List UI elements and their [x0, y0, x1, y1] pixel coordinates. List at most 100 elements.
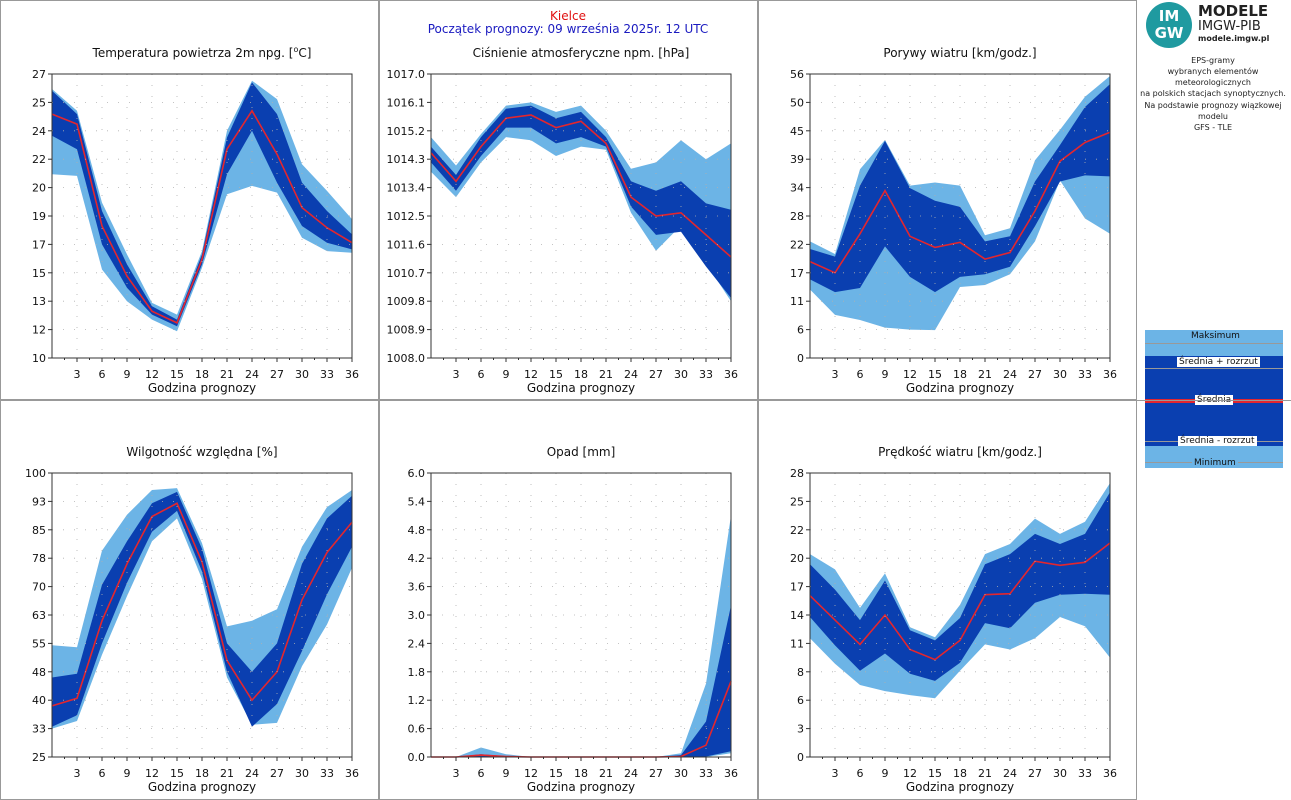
- y-tick-label: 55: [32, 637, 46, 650]
- y-tick-label: 0.0: [408, 751, 426, 764]
- logo-subtitle: IMGW-PIB: [1198, 19, 1261, 34]
- x-tick-label: 24: [1003, 767, 1017, 780]
- y-tick-label: 17: [790, 267, 804, 280]
- chart-precip: Opad [mm] 0.0 0.6 1.2 1.8 2.4 3.0 3.6 4.2 4.8 5.4 6…: [408, 445, 739, 794]
- y-tick-label: 48: [32, 666, 46, 679]
- y-tick-label: 45: [790, 125, 804, 138]
- y-tick-label: 1011.6: [387, 238, 426, 251]
- x-axis-label: Godzina prognozy: [906, 780, 1014, 794]
- x-tick-label: 27: [270, 767, 284, 780]
- x-tick-label: 12: [145, 368, 159, 381]
- spread-band: [52, 82, 352, 327]
- y-tick-label: 8: [797, 666, 804, 679]
- y-tick-label: 0.6: [408, 723, 426, 736]
- x-tick-label: 33: [1078, 368, 1092, 381]
- y-tick-label: 39: [790, 153, 804, 166]
- y-tick-label: 2.4: [408, 637, 426, 650]
- y-tick-label: 12: [32, 324, 46, 337]
- description-line: EPS-gramy: [1191, 56, 1235, 65]
- x-tick-label: 30: [295, 767, 309, 780]
- x-tick-label: 12: [903, 767, 917, 780]
- x-tick-label: 6: [99, 368, 106, 381]
- x-tick-label: 30: [295, 368, 309, 381]
- x-tick-label: 15: [549, 368, 563, 381]
- mean-line: [809, 542, 1111, 661]
- chart-title: Temperatura powietrza 2m npg. [oC]: [92, 45, 312, 60]
- description-line: na polskich stacjach synoptycznych.: [1140, 89, 1286, 98]
- x-tick-label: 36: [724, 368, 738, 381]
- x-tick-label: 21: [978, 767, 992, 780]
- x-tick-label: 24: [245, 767, 259, 780]
- x-tick-label: 15: [170, 767, 184, 780]
- mean-line: [809, 131, 1111, 274]
- y-tick-label: 1008.9: [387, 324, 426, 337]
- x-tick-label: 30: [674, 368, 688, 381]
- y-tick-label: 1008.0: [387, 352, 426, 365]
- chart-title-text: Porywy wiatru [km/godz.]: [883, 46, 1036, 60]
- x-tick-label: 36: [1103, 368, 1117, 381]
- x-tick-label: 3: [74, 767, 81, 780]
- logo-circle-bottom: GW: [1154, 24, 1184, 42]
- chart-press: Ciśnienie atmosferyczne npm. [hPa] 1008.0…: [387, 46, 739, 395]
- y-tick-label: 1012.5: [387, 210, 426, 223]
- y-tick-label: 33: [32, 723, 46, 736]
- model-description: Na podstawie prognozy wiązkowej modelu G…: [1138, 100, 1288, 133]
- y-tick-label: 6.0: [408, 467, 426, 480]
- x-tick-label: 27: [649, 767, 663, 780]
- y-tick-label: 0: [797, 352, 804, 365]
- y-tick-label: 1010.7: [387, 267, 426, 280]
- x-tick-label: 36: [345, 767, 359, 780]
- x-tick-label: 36: [724, 767, 738, 780]
- x-tick-label: 18: [953, 368, 967, 381]
- chart-title-sup: o: [293, 45, 298, 54]
- x-tick-label: 15: [928, 767, 942, 780]
- logo-title: MODELE: [1198, 2, 1269, 20]
- x-tick-label: 9: [503, 767, 510, 780]
- mean-line: [430, 114, 732, 258]
- chart-title: Porywy wiatru [km/godz.]: [883, 46, 1036, 60]
- y-tick-label: 1.2: [408, 694, 426, 707]
- y-tick-label: 19: [32, 210, 46, 223]
- x-tick-label: 15: [928, 368, 942, 381]
- y-tick-label: 28: [790, 210, 804, 223]
- x-axis-label: Godzina prognozy: [527, 780, 635, 794]
- spread-band: [431, 605, 731, 757]
- chart-title-text: Ciśnienie atmosferyczne npm. [hPa]: [473, 46, 690, 60]
- y-tick-label: 17: [790, 581, 804, 594]
- y-tick-label: 3.6: [408, 581, 426, 594]
- y-tick-label: 78: [32, 552, 46, 565]
- y-tick-label: 40: [32, 694, 46, 707]
- y-tick-label: 4.2: [408, 552, 426, 565]
- x-tick-label: 27: [649, 368, 663, 381]
- y-tick-label: 22: [32, 153, 46, 166]
- chart-title: Prędkość wiatru [km/godz.]: [878, 445, 1042, 459]
- x-tick-label: 18: [574, 767, 588, 780]
- x-tick-label: 21: [599, 767, 613, 780]
- y-tick-label: 1015.2: [387, 125, 426, 138]
- x-tick-label: 18: [574, 368, 588, 381]
- x-tick-label: 3: [832, 368, 839, 381]
- x-tick-label: 33: [699, 368, 713, 381]
- y-tick-label: 85: [32, 524, 46, 537]
- legend-min-label: Minimum: [1192, 458, 1238, 468]
- y-tick-label: 25: [32, 751, 46, 764]
- min-max-band: [431, 515, 731, 757]
- forecast-start: Początek prognozy: 09 września 2025r. 12…: [427, 22, 709, 36]
- x-tick-label: 24: [245, 368, 259, 381]
- x-tick-label: 6: [99, 767, 106, 780]
- mean-line: [51, 109, 353, 324]
- spread-band: [52, 491, 352, 727]
- y-tick-label: 20: [790, 552, 804, 565]
- x-tick-label: 3: [832, 767, 839, 780]
- x-tick-label: 36: [345, 368, 359, 381]
- y-tick-label: 5.4: [408, 495, 426, 508]
- x-tick-label: 18: [953, 767, 967, 780]
- y-tick-label: 25: [790, 495, 804, 508]
- imgw-logo-icon: IM GW: [1146, 2, 1192, 48]
- x-tick-label: 12: [903, 368, 917, 381]
- y-tick-label: 1009.8: [387, 295, 426, 308]
- y-tick-label: 13: [32, 295, 46, 308]
- y-tick-label: 6: [797, 324, 804, 337]
- x-tick-label: 21: [220, 368, 234, 381]
